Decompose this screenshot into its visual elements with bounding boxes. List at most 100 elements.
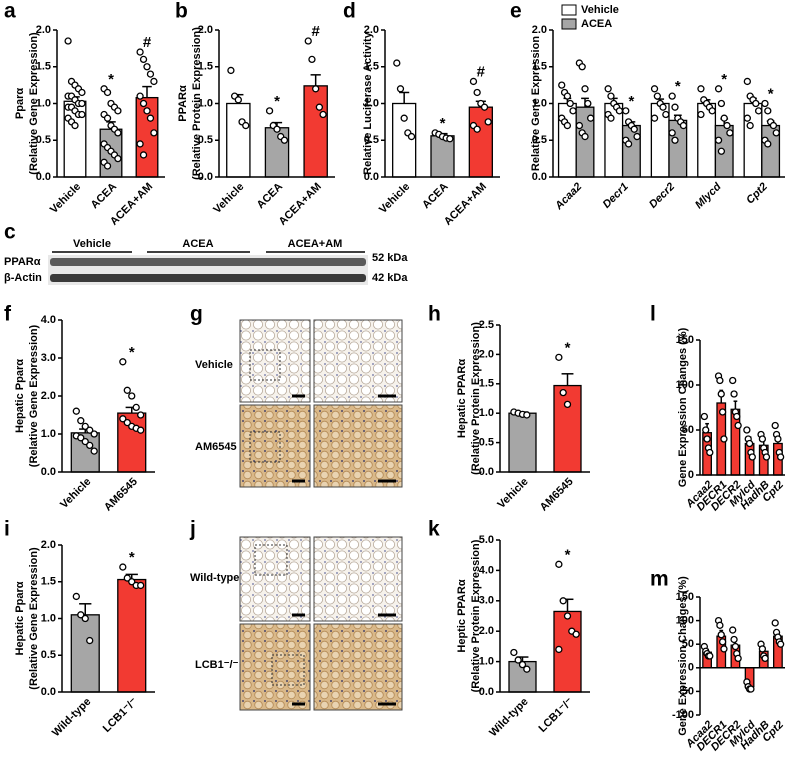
y-tick-label: 5.0 <box>479 534 494 546</box>
panel-letter: d <box>343 0 356 23</box>
y-tick-label: 1.0 <box>479 407 494 419</box>
data-point <box>77 611 85 619</box>
y-tick-label: 0.0 <box>41 466 56 478</box>
data-point <box>119 415 127 423</box>
x-tick-label: Vehicle <box>377 181 412 216</box>
significance-marker: * <box>129 549 135 566</box>
data-point <box>653 92 662 100</box>
inset-box <box>249 349 281 381</box>
data-point <box>446 135 454 143</box>
significance-marker: * <box>768 85 774 102</box>
data-point <box>558 81 566 89</box>
data-point <box>668 92 676 100</box>
data-point <box>315 103 324 111</box>
data-point <box>559 388 567 397</box>
inset-box <box>254 544 288 576</box>
y-tick-label: 50 <box>682 638 694 650</box>
data-point <box>668 129 676 137</box>
x-tick-label: Decr2 <box>647 181 677 211</box>
significance-marker: * <box>721 71 727 88</box>
data-point <box>227 66 235 75</box>
data-point <box>137 426 145 434</box>
y-tick-label: 1.0 <box>198 97 213 109</box>
data-point <box>103 114 112 122</box>
data-point <box>700 412 709 421</box>
data-point <box>81 614 89 623</box>
y-axis-label: (Relative Protein Expression) <box>470 539 482 692</box>
data-point <box>119 563 127 571</box>
data-point <box>139 99 148 108</box>
data-point <box>86 426 94 434</box>
x-tick-label: AM6545 <box>102 476 140 514</box>
significance-marker: * <box>108 71 114 88</box>
y-tick-label: 4.0 <box>479 564 494 576</box>
y-tick-label: 1.5 <box>532 61 547 73</box>
data-point <box>745 439 754 448</box>
y-tick-label: -100 <box>672 709 694 721</box>
data-point <box>769 121 778 130</box>
panel-letter: e <box>510 0 522 23</box>
data-point <box>720 114 728 122</box>
data-point <box>581 132 589 141</box>
data-point <box>559 597 567 605</box>
micrograph <box>239 319 311 403</box>
data-point <box>706 448 714 457</box>
data-point <box>136 140 144 148</box>
bar <box>264 127 290 178</box>
data-point <box>587 114 595 122</box>
data-point <box>86 441 94 450</box>
data-point <box>77 434 85 442</box>
y-tick-label: 2.0 <box>479 625 494 637</box>
significance-marker: # <box>477 63 486 80</box>
data-point <box>393 59 401 67</box>
x-tick-label: Acaa2 <box>552 181 584 213</box>
data-point <box>650 85 659 93</box>
bar <box>553 384 582 473</box>
x-tick-label: Vehicle <box>48 181 83 216</box>
y-tick-label: 150 <box>676 591 694 603</box>
data-point <box>273 125 281 133</box>
data-point <box>563 92 572 100</box>
bar <box>303 85 328 178</box>
bar <box>70 614 100 693</box>
data-point <box>624 140 633 148</box>
y-tick-label: 0.5 <box>198 134 213 146</box>
data-point <box>714 85 723 93</box>
y-tick-label: 1.5 <box>198 61 213 73</box>
x-tick-label: Vehicle <box>58 476 93 511</box>
panel-letter: m <box>650 568 669 591</box>
data-point <box>697 110 705 119</box>
x-tick-label: Wild-type <box>487 696 530 739</box>
data-point <box>400 114 408 122</box>
legend-swatch <box>561 4 577 16</box>
data-point <box>748 453 756 461</box>
x-tick-label: ACEA <box>420 181 451 212</box>
inset-box <box>249 431 281 463</box>
histology-row: Vehicle <box>195 359 233 371</box>
data-point <box>139 151 148 159</box>
data-point <box>103 88 112 97</box>
x-tick-label: Vehicle <box>495 476 530 511</box>
panel-letter: k <box>428 518 440 541</box>
y-tick-label: 0.0 <box>36 171 51 183</box>
data-point <box>469 77 478 86</box>
blot-group: ACEA+AM <box>288 238 343 250</box>
data-point <box>702 426 710 434</box>
y-tick-label: 0.5 <box>532 134 547 146</box>
x-tick-label: LCB1⁻/⁻ <box>536 696 575 735</box>
y-tick-label: 1.0 <box>41 428 56 440</box>
data-point <box>761 99 769 108</box>
data-point <box>630 125 638 133</box>
data-point <box>758 645 767 653</box>
blot-band <box>50 258 366 266</box>
data-point <box>717 99 726 108</box>
y-axis-label: PPARα <box>177 85 189 122</box>
panel-letter: g <box>190 303 203 326</box>
data-point <box>518 660 527 669</box>
significance-marker: * <box>565 546 571 563</box>
data-point <box>143 107 151 115</box>
data-point <box>114 107 122 115</box>
data-point <box>716 621 724 629</box>
bar <box>743 102 763 178</box>
